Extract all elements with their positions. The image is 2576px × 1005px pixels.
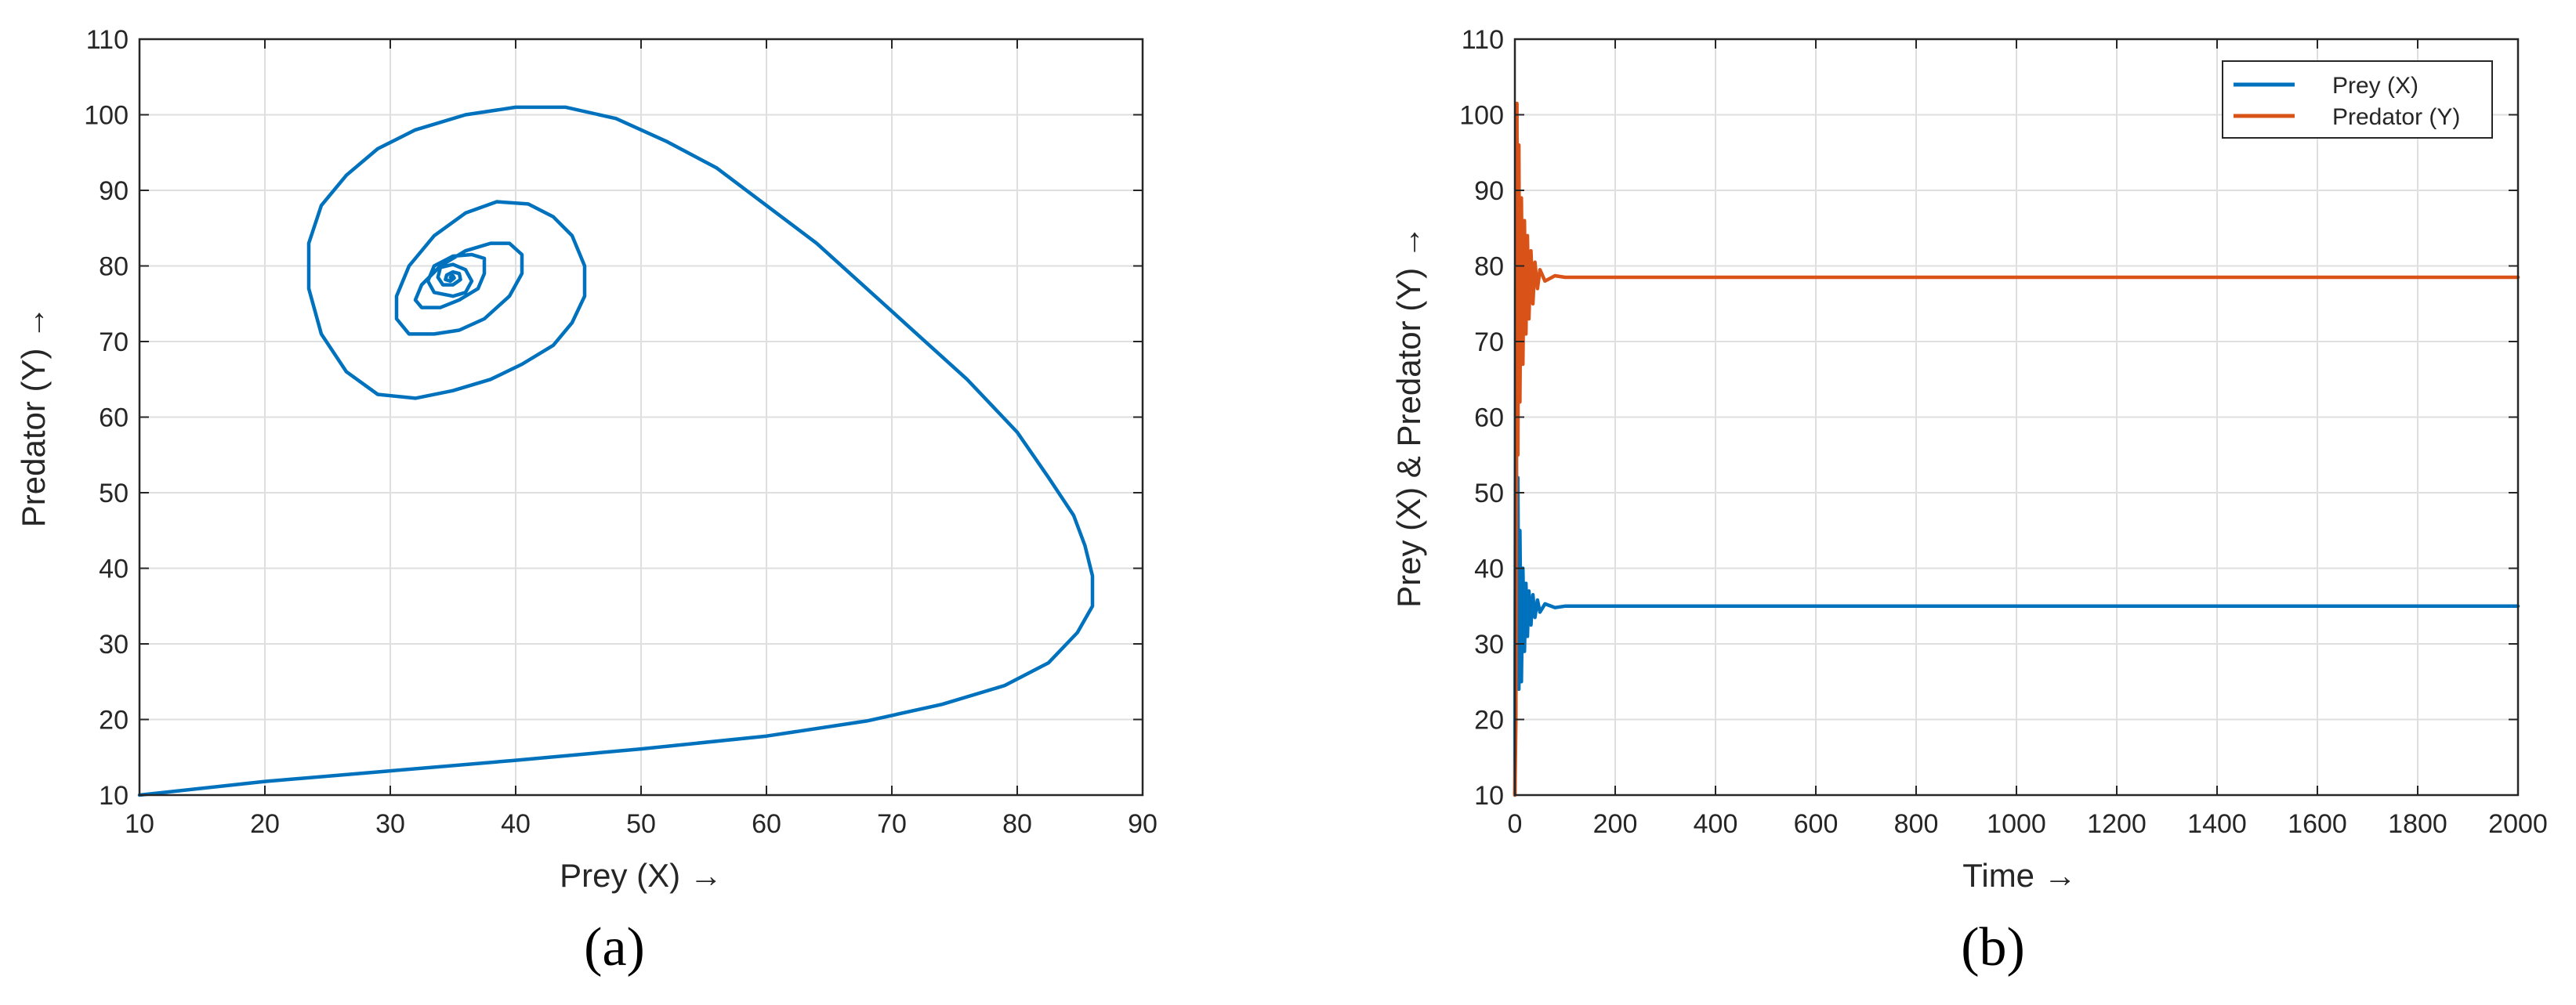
chart-b-series	[1513, 101, 2520, 797]
y-tick-label: 30	[99, 630, 129, 660]
chart-b-legend: Prey (X) Predator (Y)	[2222, 60, 2493, 139]
y-tick-label: 90	[99, 176, 129, 206]
chart-panel-b: 0 200 400 600 800 1000 1200 1400 1600 1800 2000 10 2…	[1390, 25, 2548, 978]
y-tick-label: 20	[99, 706, 129, 736]
chart-a-grid	[139, 38, 1143, 796]
y-tick-label: 50	[99, 479, 129, 508]
x-tick-label: 20	[250, 809, 280, 839]
y-tick-label: 40	[1474, 555, 1504, 584]
x-tick-label: 70	[877, 809, 907, 839]
x-tick-label: 1400	[2187, 809, 2247, 839]
y-tick-label: 80	[1474, 252, 1504, 282]
y-tick-label: 100	[84, 101, 129, 131]
x-tick-label: 1200	[2087, 809, 2147, 839]
x-tick-label: 600	[1794, 809, 1839, 839]
y-tick-label: 60	[1474, 403, 1504, 433]
y-tick-label: 50	[1474, 479, 1504, 508]
y-tick-label: 70	[99, 327, 129, 357]
y-tick-label: 10	[1474, 781, 1504, 811]
chart-a-y-axis-label: Predator (Y) →	[15, 306, 52, 527]
legend-label-prey: Prey (X)	[2332, 73, 2418, 99]
chart-b-panel-label: (b)	[1961, 917, 2025, 978]
x-tick-label: 400	[1694, 809, 1738, 839]
chart-b-y-axis-label: Prey (X) & Predator (Y) →	[1390, 226, 1427, 608]
x-tick-label: 40	[501, 809, 531, 839]
chart-b-grid	[1514, 38, 2519, 796]
y-tick-label: 110	[1462, 25, 1504, 55]
x-tick-label: 2000	[2488, 809, 2548, 839]
series-line-trajectory	[137, 105, 1095, 797]
series-line-prey-x	[1513, 219, 2520, 797]
x-tick-label: 60	[752, 809, 781, 839]
chart-panel-a: 10 20 30 40 50 60 70 80 90 10 20 30 40 50 60 70 80 90 100 1…	[15, 25, 1158, 978]
y-tick-label: 100	[1459, 101, 1504, 131]
chart-a-series	[137, 105, 1095, 797]
chart-a-panel-label: (a)	[584, 917, 645, 978]
x-tick-label: 1600	[2288, 809, 2347, 839]
x-tick-label: 0	[1508, 809, 1523, 839]
y-tick-label: 20	[1474, 706, 1504, 736]
chart-b-x-axis-label: Time →	[1962, 857, 2076, 894]
x-tick-label: 30	[375, 809, 405, 839]
x-tick-label: 10	[125, 809, 154, 839]
chart-a-ticks: 10 20 30 40 50 60 70 80 90 10 20 30 40 50 60 70 80 90 100 1…	[84, 25, 1158, 839]
x-tick-label: 800	[1894, 809, 1939, 839]
y-tick-label: 80	[99, 252, 129, 282]
chart-b-ticks: 0 200 400 600 800 1000 1200 1400 1600 1800 2000 10 2…	[1459, 25, 2548, 839]
x-tick-label: 90	[1128, 809, 1158, 839]
x-tick-label: 80	[1002, 809, 1032, 839]
y-tick-label: 90	[1474, 176, 1504, 206]
legend-label-predator: Predator (Y)	[2332, 104, 2460, 130]
y-tick-label: 70	[1474, 327, 1504, 357]
x-tick-label: 1000	[1987, 809, 2046, 839]
y-tick-label: 110	[86, 25, 129, 55]
chart-a-x-axis-label: Prey (X) →	[560, 857, 723, 894]
x-tick-label: 1800	[2388, 809, 2447, 839]
y-tick-label: 60	[99, 403, 129, 433]
x-tick-label: 200	[1593, 809, 1638, 839]
x-tick-label: 50	[626, 809, 656, 839]
y-tick-label: 30	[1474, 630, 1504, 660]
legend-box	[2222, 60, 2493, 139]
y-tick-label: 10	[99, 781, 129, 811]
y-tick-label: 40	[99, 555, 129, 584]
series-line-predator-y	[1513, 101, 2520, 797]
